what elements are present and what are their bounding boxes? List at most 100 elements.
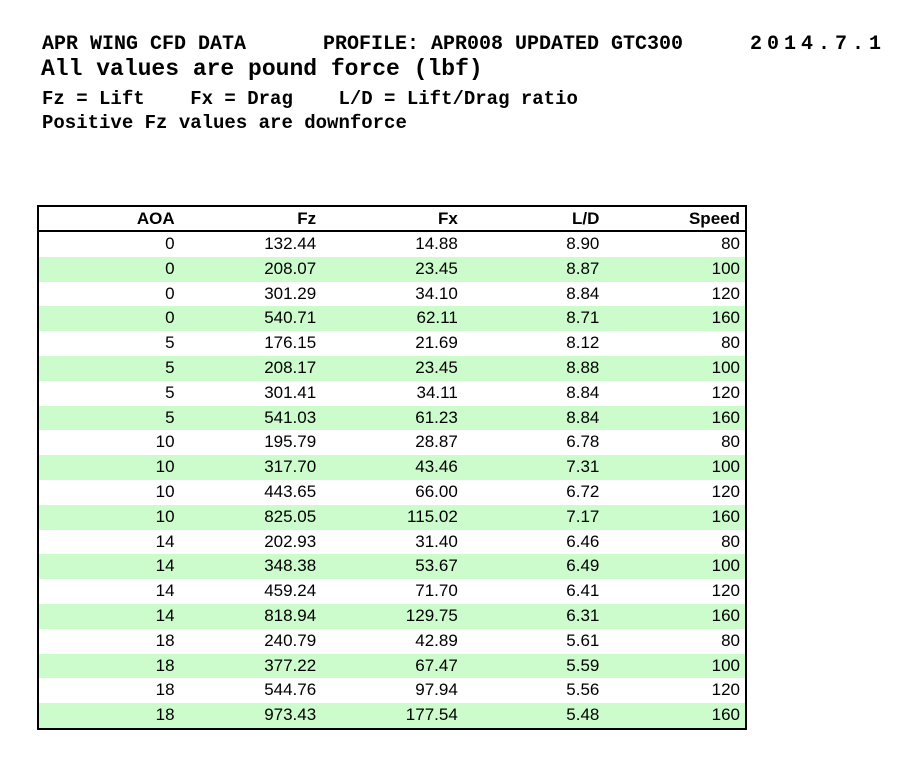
table-row: 5 301.41 34.11 8.84 120 [38, 381, 746, 406]
cell-ld: 5.48 [462, 703, 605, 729]
cell-ld: 8.84 [566, 382, 600, 402]
cell-ld: 6.78 [566, 432, 600, 452]
cell-speed: 120 [711, 283, 740, 303]
cell-speed: 160 [604, 405, 746, 431]
cell-fz: 459.24 [264, 581, 317, 601]
cell-aoa: 0 [165, 283, 175, 303]
cell-aoa: 14 [38, 603, 180, 629]
column-header-fx: Fx [321, 206, 463, 232]
cell-fz: 208.07 [179, 256, 322, 282]
cell-aoa: 18 [155, 630, 175, 650]
cell-ld: 7.17 [462, 504, 605, 530]
cell-aoa: 5 [165, 382, 175, 402]
cell-fx: 23.45 [321, 355, 463, 381]
table-row: 0 301.29 34.10 8.84 120 [38, 282, 746, 307]
cell-fx: 21.69 [415, 333, 458, 353]
cell-aoa: 0 [38, 306, 180, 332]
cell-ld: 7.31 [462, 455, 605, 480]
cell-fz: 973.43 [179, 703, 322, 729]
cell-speed: 80 [721, 234, 740, 253]
cell-aoa: 10 [38, 504, 180, 530]
cell-aoa: 18 [38, 703, 180, 729]
cell-aoa: 10 [38, 455, 180, 480]
table-header: AOA Fz Fx L/D Speed [38, 206, 746, 232]
table-row: 18 544.76 97.94 5.56 120 [38, 678, 746, 703]
cell-fz: 240.79 [264, 630, 317, 650]
cell-speed: 100 [604, 653, 746, 679]
cell-fx: 129.75 [321, 603, 463, 629]
cell-speed: 120 [711, 581, 740, 601]
table-row: 14 202.93 31.40 6.46 80 [38, 530, 746, 555]
cell-fz: 825.05 [179, 504, 322, 530]
report-title: APR WING CFD DATA [42, 33, 247, 56]
cell-fz: 443.65 [264, 481, 317, 501]
cell-aoa: 5 [38, 355, 180, 381]
table-row: 18 377.22 67.47 5.59 100 [38, 653, 746, 679]
symbol-legend: Fz = Lift Fx = Drag L/D = Lift/Drag rati… [42, 88, 578, 110]
column-header-ld: L/D [462, 206, 605, 232]
cell-fz: 544.76 [264, 680, 317, 700]
cell-fz: 132.44 [264, 234, 317, 253]
cell-fz: 176.15 [264, 333, 317, 353]
cell-speed: 160 [604, 603, 746, 629]
cell-fx: 14.88 [415, 234, 458, 253]
cell-fx: 115.02 [321, 504, 463, 530]
cell-ld: 8.71 [462, 306, 605, 332]
table-row: 18 973.43 177.54 5.48 160 [38, 703, 746, 729]
cell-fx: 34.10 [415, 283, 458, 303]
table-row: 10 825.05 115.02 7.17 160 [38, 504, 746, 530]
cell-ld: 6.49 [462, 554, 605, 580]
cell-ld: 8.87 [462, 256, 605, 282]
cell-ld: 6.41 [566, 581, 600, 601]
cell-speed: 100 [604, 554, 746, 580]
cell-speed: 80 [721, 333, 740, 353]
cell-speed: 120 [711, 481, 740, 501]
cell-speed: 80 [721, 432, 740, 452]
cell-fx: 67.47 [321, 653, 463, 679]
cell-speed: 80 [721, 531, 740, 551]
table-row: 14 348.38 53.67 6.49 100 [38, 554, 746, 580]
cell-ld: 8.12 [566, 333, 600, 353]
profile-label: PROFILE: APR008 UPDATED GTC300 [323, 33, 684, 56]
table-row: 10 195.79 28.87 6.78 80 [38, 430, 746, 455]
report-date: 2014.7.1 [750, 33, 887, 56]
cell-speed: 160 [604, 306, 746, 332]
table-row: 14 818.94 129.75 6.31 160 [38, 603, 746, 629]
table-row: 18 240.79 42.89 5.61 80 [38, 629, 746, 654]
cell-aoa: 5 [165, 333, 175, 353]
cell-ld: 6.46 [566, 531, 600, 551]
cfd-data-table: AOA Fz Fx L/D Speed 0 132.44 14.88 8.90 80 0 2… [37, 205, 747, 730]
cell-ld: 6.72 [566, 481, 600, 501]
table-row: 0 540.71 62.11 8.71 160 [38, 306, 746, 332]
cell-speed: 160 [604, 504, 746, 530]
cell-ld: 6.31 [462, 603, 605, 629]
table-row: 10 443.65 66.00 6.72 120 [38, 480, 746, 505]
cell-aoa: 14 [38, 554, 180, 580]
cell-fz: 195.79 [264, 432, 317, 452]
header-row: AOA Fz Fx L/D Speed [38, 206, 746, 232]
cell-ld: 8.88 [462, 355, 605, 381]
cell-fx: 61.23 [321, 405, 463, 431]
cell-speed: 160 [604, 703, 746, 729]
cell-fz: 301.29 [264, 283, 317, 303]
cell-aoa: 18 [38, 653, 180, 679]
column-header-fz: Fz [179, 206, 322, 232]
cell-fx: 31.40 [415, 531, 458, 551]
cell-fz: 377.22 [179, 653, 322, 679]
cell-fx: 66.00 [415, 481, 458, 501]
cell-fz: 541.03 [179, 405, 322, 431]
cell-fx: 97.94 [415, 680, 458, 700]
cell-fx: 53.67 [321, 554, 463, 580]
cell-fx: 23.45 [321, 256, 463, 282]
cell-ld: 5.61 [566, 630, 600, 650]
cell-speed: 120 [711, 680, 740, 700]
downforce-note: Positive Fz values are downforce [42, 112, 407, 134]
cell-fz: 301.41 [264, 382, 317, 402]
cell-fx: 43.46 [321, 455, 463, 480]
table-row: 5 541.03 61.23 8.84 160 [38, 405, 746, 431]
cell-ld: 8.84 [566, 283, 600, 303]
cell-aoa: 0 [165, 234, 175, 253]
cell-speed: 100 [604, 256, 746, 282]
cell-speed: 100 [604, 455, 746, 480]
